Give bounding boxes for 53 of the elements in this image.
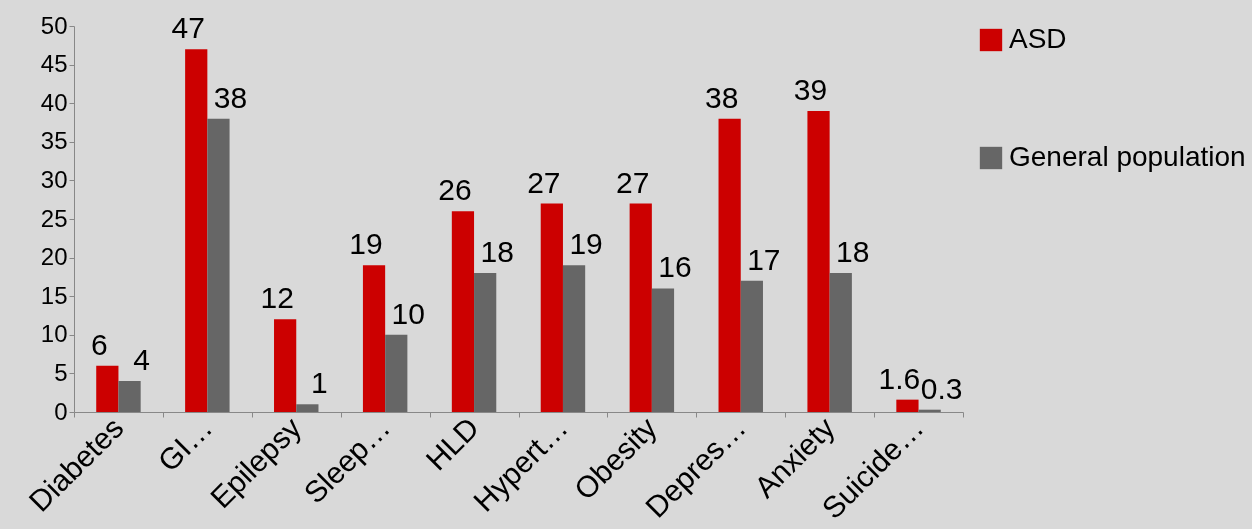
data-label: 38 <box>213 80 248 114</box>
bar <box>451 211 475 412</box>
bar <box>296 404 319 412</box>
legend-label: ASD <box>1009 23 1067 54</box>
bar <box>540 203 563 412</box>
bar <box>562 265 586 412</box>
data-label: 19 <box>569 227 603 261</box>
y-tick-label: 25 <box>40 204 68 232</box>
y-tick-label: 30 <box>40 165 68 193</box>
legend-label: General population <box>1009 141 1246 172</box>
bar <box>118 381 141 412</box>
bar <box>829 273 852 412</box>
data-label: 27 <box>616 165 650 199</box>
data-label: 10 <box>391 296 425 330</box>
y-tick-label: 20 <box>40 243 68 271</box>
data-label: 38 <box>704 80 739 114</box>
data-label: 12 <box>260 281 294 315</box>
data-label: 4 <box>133 343 150 377</box>
data-label: 1.6 <box>878 361 921 395</box>
y-tick-label: 5 <box>54 358 68 386</box>
data-label: 17 <box>747 242 781 276</box>
data-label: 27 <box>527 165 561 199</box>
bar <box>274 319 297 412</box>
y-tick-label: 0 <box>54 397 68 425</box>
bar <box>207 118 230 412</box>
data-label: 18 <box>836 235 870 269</box>
bar <box>185 49 208 412</box>
data-label: 6 <box>90 327 108 361</box>
bar <box>474 273 497 412</box>
bar <box>385 334 408 412</box>
bar <box>96 365 119 412</box>
data-label: 1 <box>311 366 328 400</box>
x-tick-label: GI… <box>151 410 219 478</box>
y-tick-label: 10 <box>40 320 68 348</box>
bar <box>807 110 830 412</box>
data-label: 39 <box>793 72 828 106</box>
data-label: 47 <box>171 11 205 45</box>
bar <box>896 399 919 412</box>
data-label: 19 <box>349 227 383 261</box>
bar <box>651 288 675 412</box>
y-tick-label: 35 <box>40 127 68 155</box>
data-label: 0.3 <box>920 371 963 405</box>
bar <box>740 280 763 412</box>
y-tick-label: 15 <box>40 281 68 309</box>
bar <box>362 265 386 412</box>
data-label: 16 <box>658 250 692 284</box>
data-label: 26 <box>438 173 472 207</box>
y-tick-label: 50 <box>40 11 68 39</box>
bar <box>718 118 741 412</box>
y-tick-label: 40 <box>40 88 68 116</box>
bar <box>629 203 652 412</box>
data-label: 18 <box>480 235 514 269</box>
y-tick-label: 45 <box>40 50 68 78</box>
